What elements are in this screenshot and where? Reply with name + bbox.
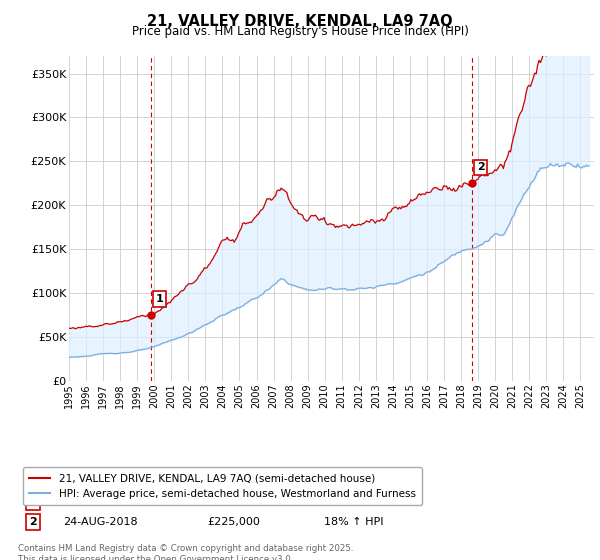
Text: Contains HM Land Registry data © Crown copyright and database right 2025.
This d: Contains HM Land Registry data © Crown c… <box>18 544 353 560</box>
Text: 2: 2 <box>477 162 485 172</box>
Text: 24-AUG-2018: 24-AUG-2018 <box>63 517 137 527</box>
Text: 18% ↑ HPI: 18% ↑ HPI <box>324 517 383 527</box>
Text: 1: 1 <box>29 496 37 506</box>
Text: £225,000: £225,000 <box>207 517 260 527</box>
Legend: 21, VALLEY DRIVE, KENDAL, LA9 7AQ (semi-detached house), HPI: Average price, sem: 21, VALLEY DRIVE, KENDAL, LA9 7AQ (semi-… <box>23 467 422 505</box>
Text: 22-OCT-1999: 22-OCT-1999 <box>63 496 136 506</box>
Text: 29% ↑ HPI: 29% ↑ HPI <box>324 496 383 506</box>
Text: £74,950: £74,950 <box>207 496 253 506</box>
Text: Price paid vs. HM Land Registry's House Price Index (HPI): Price paid vs. HM Land Registry's House … <box>131 25 469 38</box>
Text: 21, VALLEY DRIVE, KENDAL, LA9 7AQ: 21, VALLEY DRIVE, KENDAL, LA9 7AQ <box>147 14 453 29</box>
Text: 1: 1 <box>155 294 163 304</box>
Text: 2: 2 <box>29 517 37 527</box>
